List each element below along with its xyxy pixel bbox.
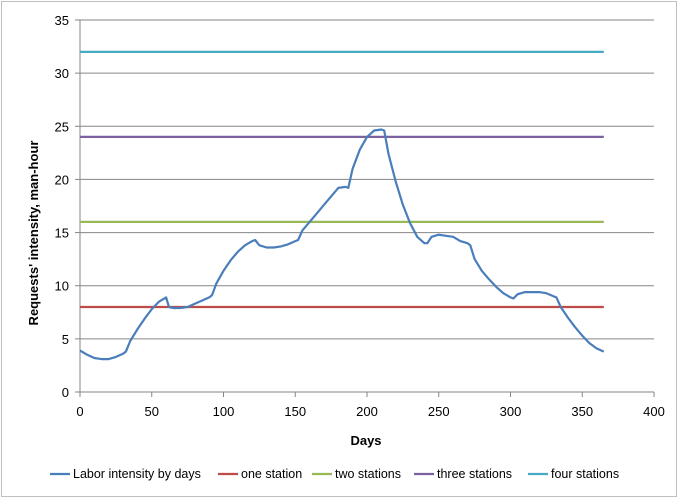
x-axis-title: Days	[350, 433, 381, 448]
tick-labels: 0 50 100 150 200 250 300 350 400 0 5 10 15 20 25 30 35	[55, 13, 665, 419]
legend-item-one-station: one station	[218, 467, 302, 481]
y-tick-label: 25	[55, 119, 69, 134]
series-lines	[79, 50, 605, 361]
x-tick-label: 0	[76, 404, 83, 419]
y-tick-label: 35	[55, 13, 69, 28]
legend-item-three-stations: three stations	[414, 467, 512, 481]
x-tick-label: 100	[213, 404, 235, 419]
x-tick-label: 250	[428, 404, 450, 419]
legend-item-four-stations: four stations	[528, 467, 619, 481]
legend-label: one station	[241, 467, 302, 481]
legend-label: two stations	[335, 467, 401, 481]
gridlines	[80, 19, 654, 340]
y-tick-label: 10	[55, 279, 69, 294]
x-tick-label: 150	[284, 404, 306, 419]
y-tick-label: 20	[55, 172, 69, 187]
legend-item-labor-intensity-by-days: Labor intensity by days	[50, 467, 201, 481]
x-tick-label: 300	[500, 404, 522, 419]
legend-label: Labor intensity by days	[73, 467, 201, 481]
y-tick-label: 30	[55, 66, 69, 81]
legend: Labor intensity by days one station two st…	[50, 467, 619, 481]
x-tick-label: 400	[643, 404, 665, 419]
legend-label: three stations	[437, 467, 512, 481]
y-tick-label: 15	[55, 226, 69, 241]
series-line-labor-intensity-by-days	[79, 128, 605, 361]
x-tick-label: 200	[356, 404, 378, 419]
y-axis-title: Requests' intensity, man-hour	[26, 141, 41, 326]
legend-item-two-stations: two stations	[312, 467, 401, 481]
legend-label: four stations	[551, 467, 619, 481]
y-tick-label: 5	[62, 332, 69, 347]
axes	[75, 19, 655, 397]
x-tick-label: 350	[571, 404, 593, 419]
y-tick-label: 0	[62, 385, 69, 400]
x-tick-label: 50	[145, 404, 159, 419]
